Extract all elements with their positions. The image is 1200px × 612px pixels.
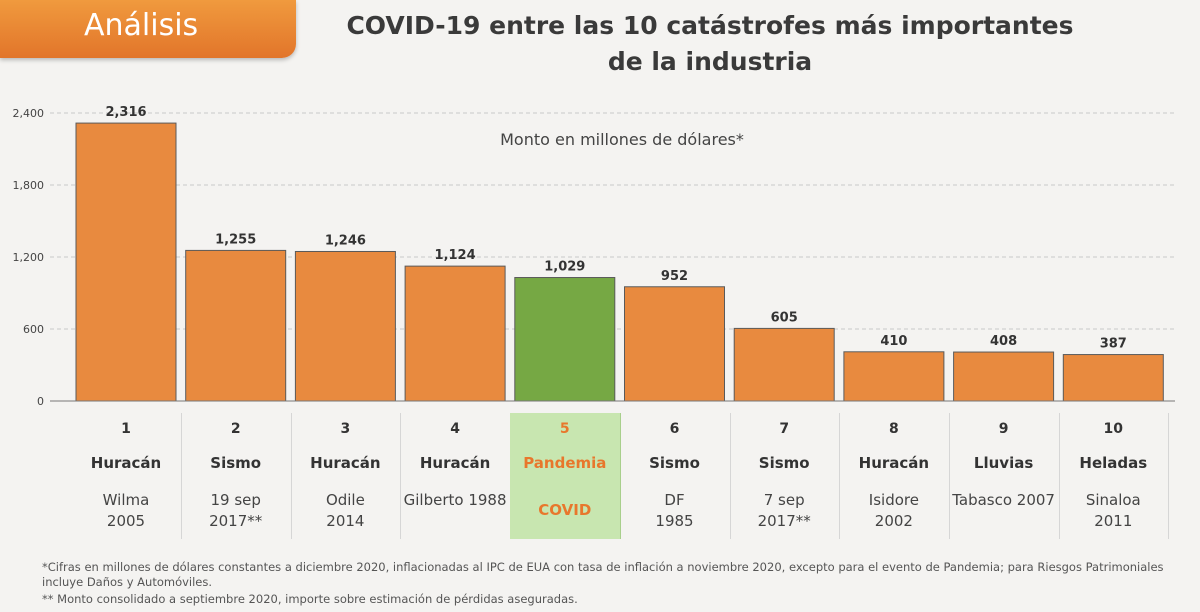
category-rank: 2 [230, 421, 241, 437]
y-tick-label: 1,200 [13, 251, 45, 264]
category-cell: 6 Sismo DF 1985 [620, 413, 731, 539]
footnote-2: ** Monto consolidado a septiembre 2020, … [42, 592, 578, 606]
data-label: 387 [1100, 337, 1127, 352]
category-type: Sismo [758, 454, 810, 472]
category-cell: 5 Pandemia COVID [509, 413, 621, 539]
category-event: Gilberto 1988 [403, 491, 507, 509]
category-event: 7 sep 2017** [757, 491, 811, 530]
category-event: DF 1985 [655, 491, 694, 530]
bar [294, 250, 396, 402]
category-cell: 3 Huracán Odile 2014 [290, 413, 402, 539]
bar [404, 265, 506, 402]
category-cell: 9 Lluvias Tabasco 2007 [949, 413, 1060, 539]
category-event: Sinaloa 2011 [1085, 491, 1141, 530]
chart-subtitle: Monto en millones de dólares* [500, 130, 744, 149]
category-rank: 5 [559, 421, 570, 437]
data-label: 605 [771, 310, 798, 325]
category-type: Heladas [1079, 454, 1148, 472]
bar-chart: 0 600 1,200 1,800 2,400 Monto en millones de … [13, 105, 1175, 408]
footnotes: *Cifras en millones de dólares constante… [42, 560, 1182, 607]
y-tick-label: 0 [37, 395, 44, 408]
y-tick-label: 2,400 [13, 107, 45, 120]
category-cell: 8 Huracán Isidore 2002 [839, 413, 950, 539]
category-rank: 8 [889, 421, 899, 437]
data-label: 1,255 [215, 232, 256, 247]
category-rank: 1 [121, 421, 131, 437]
bar [185, 249, 287, 402]
data-label: 952 [661, 269, 688, 284]
category-type: Huracán [310, 454, 381, 472]
category-type: Huracán [90, 454, 162, 472]
bar [843, 351, 945, 402]
category-rank: 9 [998, 421, 1009, 437]
category-event: Odile 2014 [325, 491, 365, 530]
y-tick-label: 1,800 [13, 179, 45, 192]
data-label: 410 [880, 334, 907, 349]
category-event: COVID [538, 501, 592, 519]
category-rank: 7 [779, 421, 790, 437]
category-event: Tabasco 2007 [952, 491, 1055, 509]
data-label: 1,029 [544, 260, 585, 275]
category-type: Sismo [210, 454, 262, 472]
category-cell: 1 Huracán Wilma 2005 [71, 413, 182, 539]
bar [75, 122, 177, 402]
category-cell: 2 Sismo 19 sep 2017** [181, 413, 292, 539]
category-cell: 10 Heladas Sinaloa 2011 [1058, 413, 1170, 539]
bar [733, 327, 835, 402]
category-rank: 10 [1103, 421, 1124, 437]
category-rank: 6 [669, 421, 680, 437]
data-label: 408 [990, 334, 1017, 349]
category-type: Huracán [419, 454, 491, 472]
category-event: Wilma 2005 [102, 491, 150, 530]
category-type: Lluvias [973, 454, 1034, 472]
footnote-1: *Cifras en millones de dólares constante… [42, 560, 1164, 589]
category-rank: 3 [340, 421, 351, 437]
category-rank: 4 [450, 421, 460, 437]
category-cell: 4 Huracán Gilberto 1988 [400, 413, 512, 539]
data-label: 1,246 [325, 233, 366, 248]
chart-title: COVID-19 entre las 10 catástrofes más im… [346, 11, 1074, 76]
section-tag-label: Análisis [84, 8, 199, 43]
bar [514, 277, 616, 402]
category-type: Huracán [858, 454, 930, 472]
y-tick-label: 600 [23, 323, 44, 336]
category-event: 19 sep 2017** [209, 491, 263, 530]
category-type: Sismo [649, 454, 700, 472]
bar [624, 286, 725, 402]
category-cell: 7 Sismo 7 sep 2017** [729, 413, 841, 539]
data-label: 2,316 [105, 105, 146, 120]
data-label: 1,124 [435, 248, 476, 263]
section-tag: Análisis [0, 0, 296, 58]
bar [1062, 354, 1164, 402]
category-event: Isidore 2002 [868, 491, 919, 530]
category-type: Pandemia [523, 454, 607, 472]
bar [953, 351, 1055, 402]
